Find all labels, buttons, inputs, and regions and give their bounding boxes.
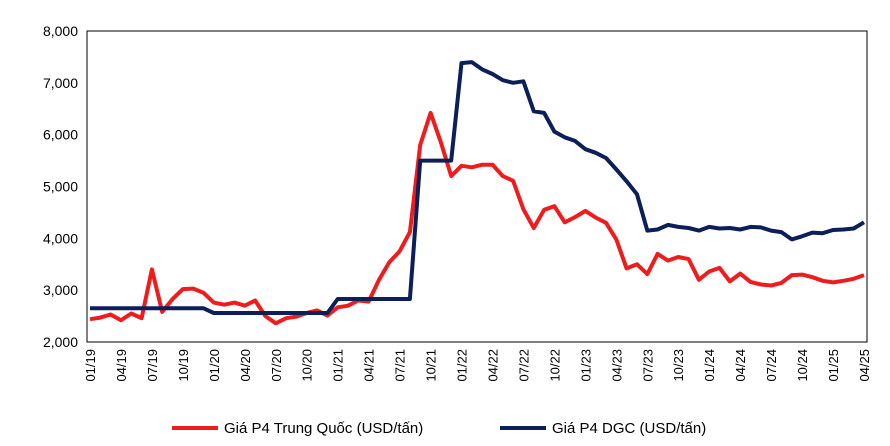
- y-tick-label: 8,000: [43, 23, 78, 39]
- x-tick-label: 01/20: [207, 349, 222, 382]
- x-tick-label: 01/23: [578, 349, 593, 382]
- x-tick-label: 04/24: [733, 349, 748, 382]
- x-tick-label: 10/20: [300, 349, 315, 382]
- y-tick-label: 4,000: [43, 230, 78, 246]
- y-tick-label: 7,000: [43, 75, 78, 91]
- x-tick-label: 10/23: [671, 349, 686, 382]
- series-line-dgc: [90, 60, 866, 315]
- x-tick-label: 04/23: [609, 349, 624, 382]
- legend-label-china: Giá P4 Trung Quốc (USD/tấn): [224, 420, 423, 437]
- x-tick-label: 04/22: [485, 349, 500, 382]
- y-tick-label: 5,000: [43, 179, 78, 195]
- x-tick-label: 04/21: [362, 349, 377, 382]
- x-tick-label: 07/19: [145, 349, 160, 382]
- x-tick-label: 01/25: [826, 349, 841, 382]
- x-tick-label: 01/21: [331, 349, 346, 382]
- x-tick-label: 07/22: [516, 349, 531, 382]
- x-tick-label: 04/25: [857, 349, 872, 382]
- x-tick-label: 04/20: [238, 349, 253, 382]
- x-tick-label: 01/24: [702, 349, 717, 382]
- y-tick-label: 6,000: [43, 127, 78, 143]
- x-tick-label: 01/22: [455, 349, 470, 382]
- x-tick-label: 07/23: [640, 349, 655, 382]
- y-tick-label: 3,000: [43, 282, 78, 298]
- plot-area: [86, 30, 868, 343]
- x-tick-label: 10/22: [547, 349, 562, 382]
- y-tick-label: 2,000: [43, 334, 78, 350]
- x-tick-label: 07/24: [764, 349, 779, 382]
- legend-label-dgc: Giá P4 DGC (USD/tấn): [552, 420, 706, 437]
- x-tick-label: 07/20: [269, 349, 284, 382]
- x-tick-label: 10/21: [424, 349, 439, 382]
- x-tick-label: 04/19: [114, 349, 129, 382]
- x-tick-label: 10/19: [176, 349, 191, 382]
- series-line-china: [89, 110, 865, 326]
- x-tick-label: 10/24: [795, 349, 810, 382]
- x-tick-label: 07/21: [393, 349, 408, 382]
- x-tick-label: 01/19: [83, 349, 98, 382]
